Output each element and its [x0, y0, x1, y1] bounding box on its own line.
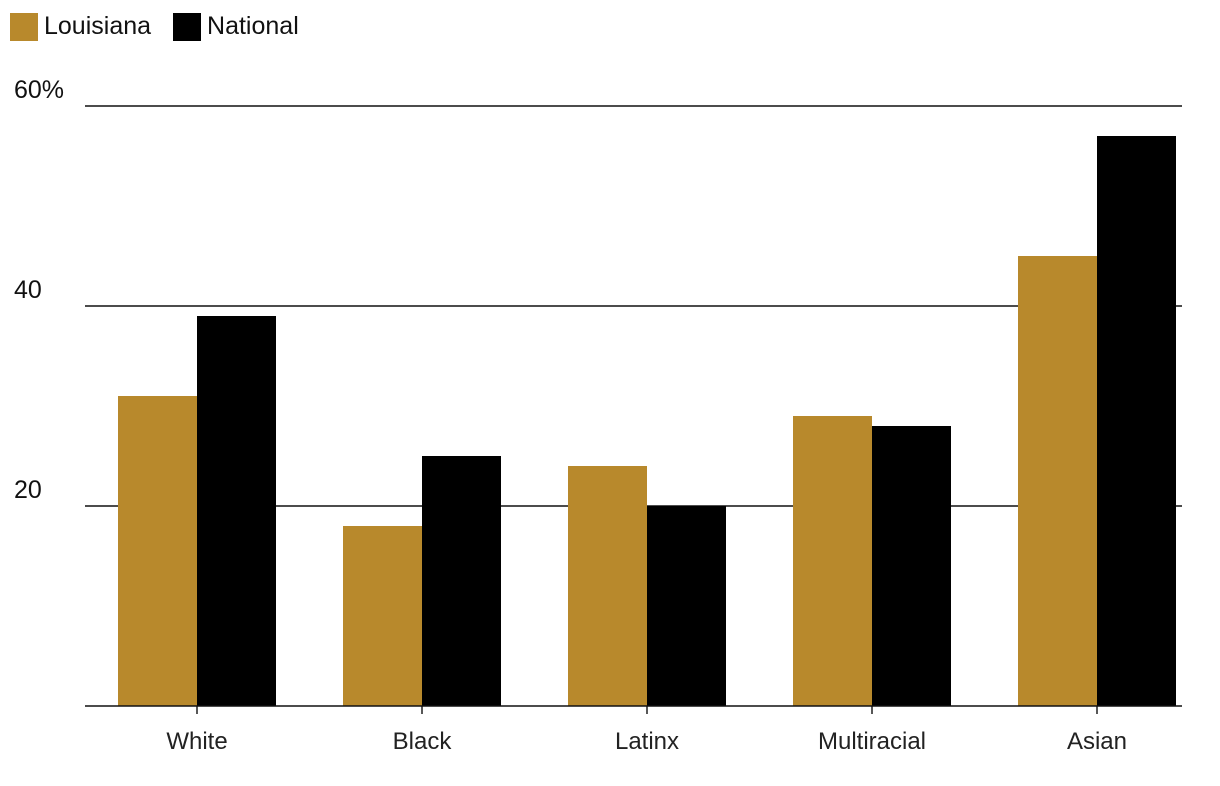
- x-tick-label: White: [166, 728, 227, 755]
- x-tick-label: Multiracial: [818, 728, 926, 755]
- legend-label-national: National: [207, 12, 299, 40]
- bar-louisiana-multiracial: [793, 416, 872, 706]
- bar-national-white: [197, 316, 276, 706]
- bar-louisiana-asian: [1018, 256, 1097, 706]
- legend-item-louisiana: Louisiana: [10, 12, 151, 41]
- x-axis: [85, 705, 1182, 714]
- bar-national-latinx: [647, 506, 726, 706]
- bars: [118, 136, 1176, 706]
- bar-louisiana-white: [118, 396, 197, 706]
- x-tick-label: Black: [393, 728, 453, 755]
- bar-national-asian: [1097, 136, 1176, 706]
- legend-swatch-national: [173, 12, 202, 41]
- legend-swatch-louisiana: [10, 12, 38, 41]
- x-tick-label: Asian: [1067, 728, 1127, 755]
- legend: Louisiana National: [10, 12, 299, 41]
- y-tick-label: 40: [14, 276, 42, 304]
- bar-national-multiracial: [872, 426, 951, 706]
- bar-national-black: [422, 456, 501, 706]
- bar-louisiana-black: [343, 526, 422, 706]
- y-tick-label: 20: [14, 476, 42, 504]
- y-tick-label: 60%: [14, 76, 64, 104]
- y-axis-labels: 20 40 60%: [14, 76, 64, 504]
- legend-label-louisiana: Louisiana: [44, 12, 152, 40]
- x-tick-label: Latinx: [615, 728, 679, 755]
- legend-item-national: National: [173, 12, 299, 41]
- x-axis-labels: White Black Latinx Multiracial Asian: [166, 728, 1127, 755]
- bar-louisiana-latinx: [568, 466, 647, 706]
